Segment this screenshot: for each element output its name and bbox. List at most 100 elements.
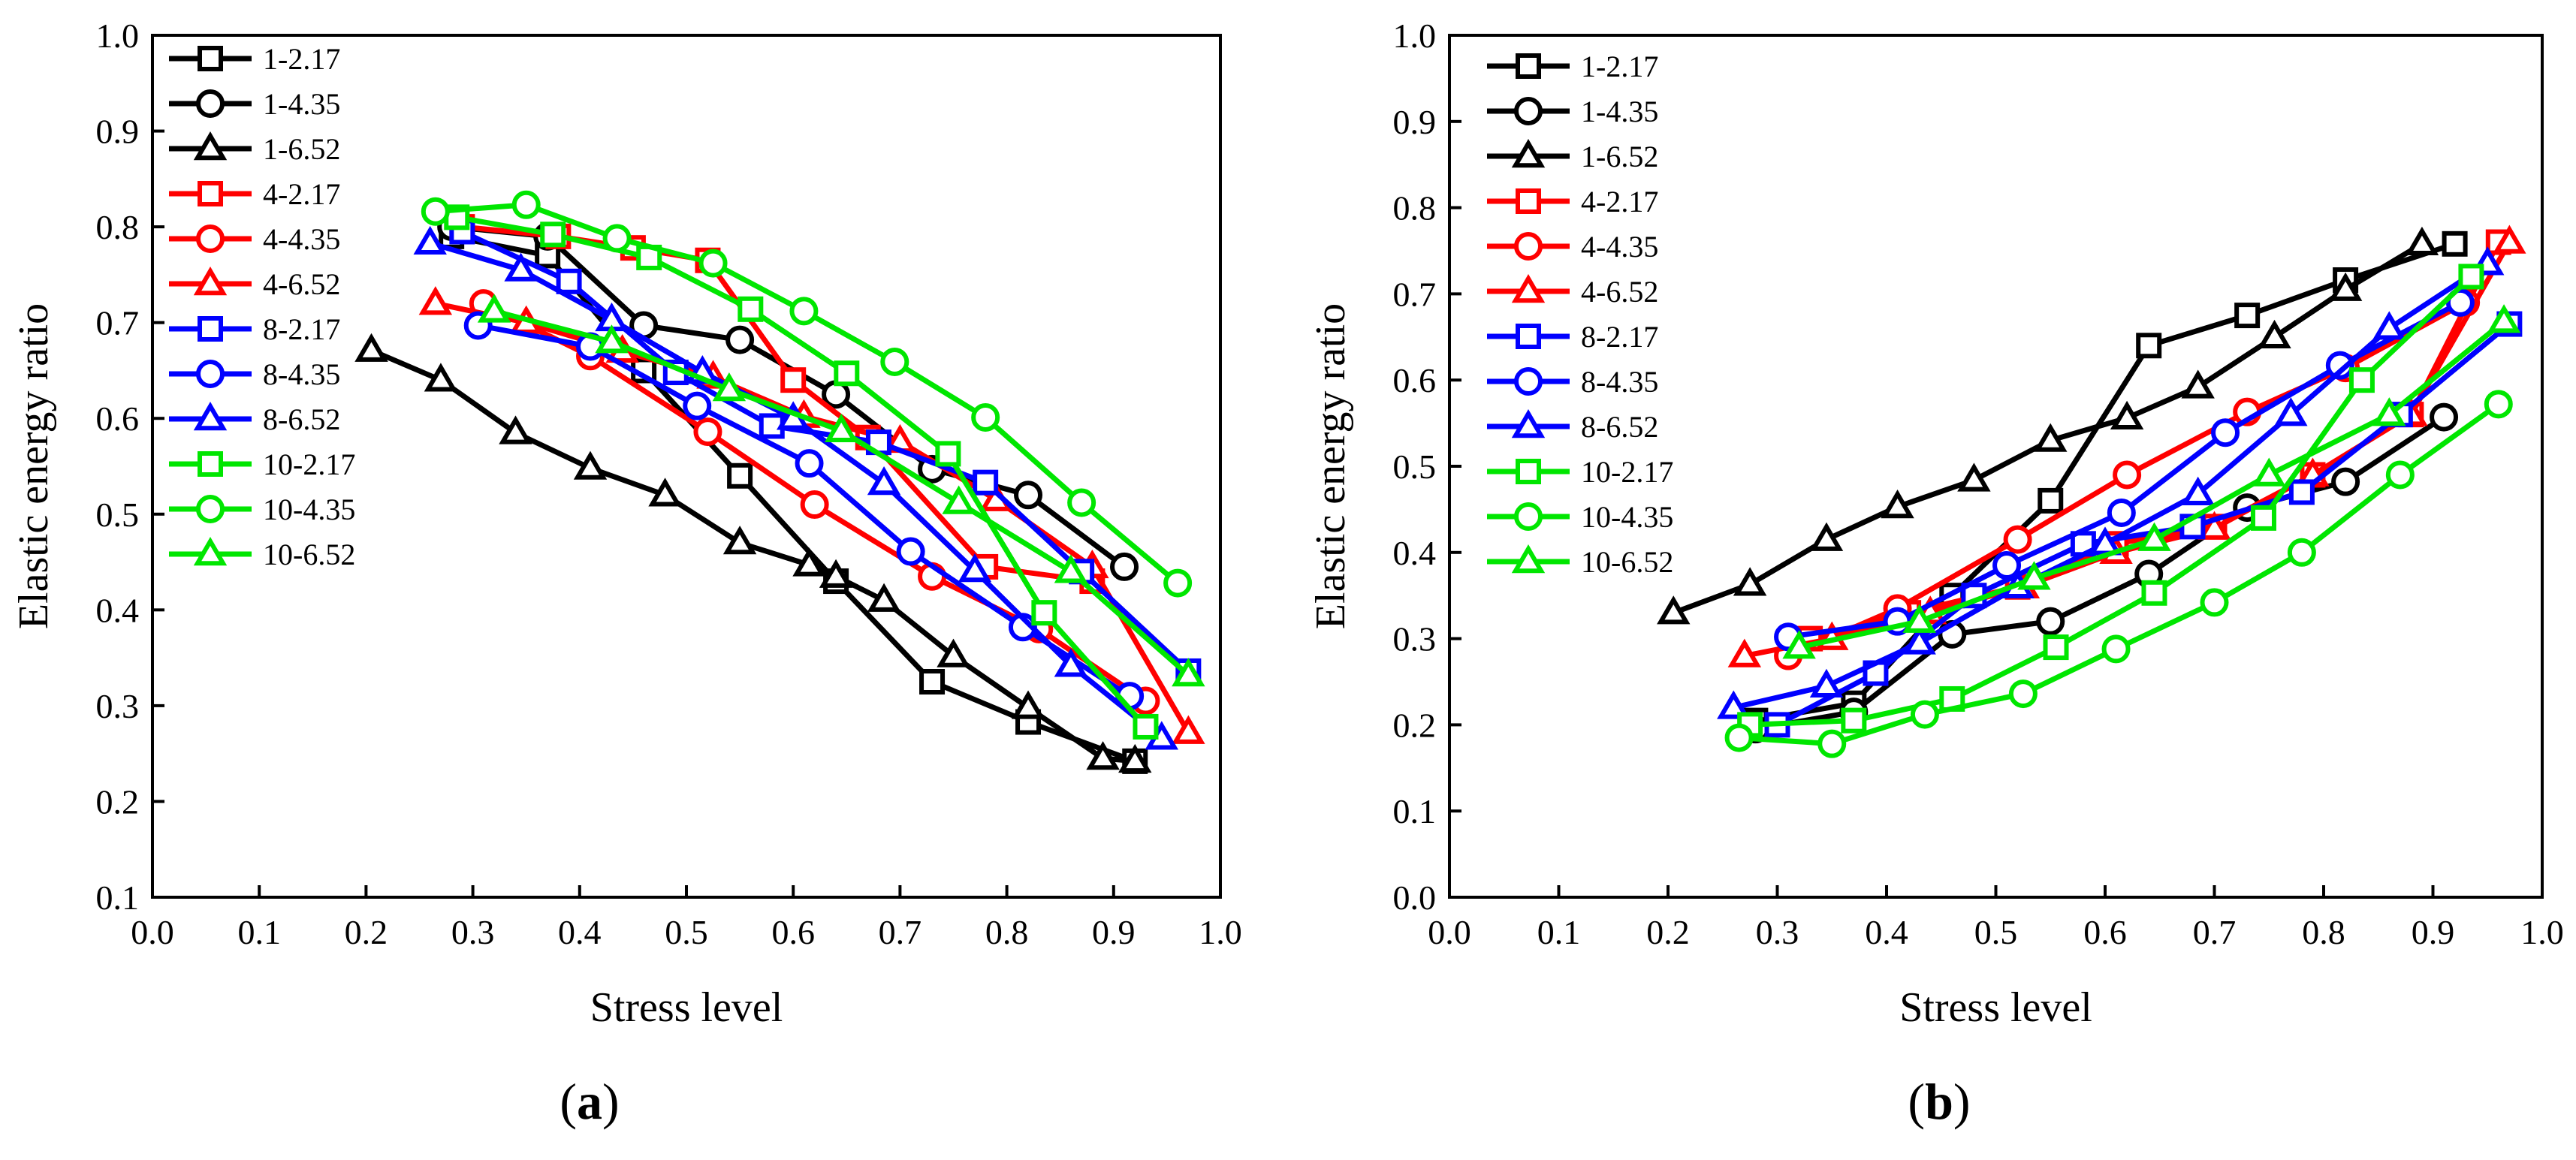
- series-8-6.52: [1717, 246, 2505, 719]
- data-point: [1172, 715, 1205, 744]
- legend-entry: 1-6.52: [1487, 139, 1658, 173]
- data-point: [499, 415, 532, 444]
- legend-label: 1-4.35: [263, 87, 340, 121]
- legend-marker: [198, 451, 223, 477]
- legend-marker: [1516, 188, 1541, 214]
- legend-entry: 10-4.35: [169, 493, 355, 526]
- legend-entry: 1-6.52: [169, 131, 340, 166]
- data-point: [477, 294, 511, 323]
- data-point: [1992, 551, 2022, 580]
- series-1-4.35: [437, 212, 1139, 581]
- data-point: [2034, 423, 2068, 452]
- data-point: [725, 325, 755, 354]
- legend-entry: 8-6.52: [169, 402, 340, 436]
- x-tick-label: 0.9: [2412, 913, 2455, 951]
- panel-letter: a: [577, 1073, 602, 1130]
- x-tick-label: 0.1: [237, 913, 281, 951]
- legend-entry: 4-6.52: [169, 267, 340, 301]
- legend-label: 10-4.35: [1581, 500, 1673, 534]
- y-tick-label: 0.1: [1393, 792, 1437, 830]
- legend-entry: 1-4.35: [169, 87, 340, 121]
- data-point: [1809, 522, 1844, 551]
- legend-label: 8-4.35: [1581, 365, 1658, 399]
- data-point: [2101, 634, 2131, 664]
- data-point: [1118, 743, 1152, 773]
- legend-entry: 10-6.52: [1487, 544, 1673, 579]
- data-point: [722, 526, 757, 555]
- data-point: [942, 485, 976, 514]
- legend-marker: [1511, 274, 1546, 303]
- data-point: [1011, 690, 1045, 719]
- data-point: [1881, 489, 1914, 519]
- series-4-6.52: [1727, 224, 2526, 667]
- data-point: [2458, 264, 2484, 290]
- legend-marker: [196, 360, 225, 388]
- series-10-4.35: [1724, 390, 2513, 758]
- data-point: [1054, 554, 1088, 583]
- legend-entry: 4-4.35: [169, 222, 340, 256]
- panel-label: (b): [1908, 1073, 1970, 1130]
- x-axis-label: Stress level: [1899, 984, 2092, 1031]
- data-point: [971, 402, 1000, 432]
- data-point: [573, 450, 608, 480]
- legend-marker: [1511, 544, 1546, 574]
- series-line: [451, 224, 1127, 569]
- y-axis-label: Elastic energy ratio: [11, 303, 57, 629]
- legend-entry: 10-4.35: [1487, 500, 1673, 534]
- data-point: [2430, 402, 2459, 432]
- y-tick-label: 0.0: [1393, 878, 1437, 917]
- legend-label: 10-6.52: [1581, 545, 1673, 579]
- legend-entry: 4-2.17: [169, 177, 340, 211]
- data-point: [2043, 634, 2069, 661]
- y-tick-label: 0.4: [96, 591, 140, 629]
- y-tick-label: 0.8: [1393, 189, 1437, 227]
- data-point: [919, 669, 946, 694]
- data-point: [1809, 668, 1844, 698]
- data-point: [2252, 457, 2286, 487]
- legend-entry: 1-2.17: [1487, 50, 1658, 83]
- x-tick-label: 0.9: [1092, 913, 1136, 951]
- y-tick-label: 0.9: [96, 113, 140, 151]
- legend-label: 1-2.17: [263, 42, 340, 76]
- data-point: [880, 347, 909, 376]
- legend-label: 10-6.52: [263, 538, 355, 571]
- data-point: [2008, 679, 2038, 709]
- panel-paren-close: ): [602, 1073, 620, 1130]
- series-line: [1749, 274, 2473, 728]
- legend-marker: [193, 537, 228, 566]
- legend-marker: [1516, 324, 1541, 349]
- panel-paren-open: (: [1908, 1073, 1925, 1130]
- data-point: [354, 333, 388, 362]
- y-tick-label: 0.6: [1393, 361, 1437, 399]
- data-point: [958, 553, 992, 583]
- data-point: [1717, 690, 1751, 719]
- data-point: [738, 296, 764, 322]
- data-point: [2197, 511, 2231, 540]
- data-point: [2137, 522, 2171, 551]
- x-tick-label: 0.8: [2302, 913, 2345, 951]
- legend-marker: [198, 181, 223, 206]
- legend-label: 8-2.17: [1581, 320, 1658, 354]
- legend-entry: 8-6.52: [1487, 409, 1658, 444]
- series-1-6.52: [1657, 226, 2439, 625]
- panel-letter: b: [1925, 1073, 1953, 1130]
- data-point: [935, 441, 961, 467]
- legend-entry: 1-2.17: [169, 42, 340, 76]
- series-10-4.35: [421, 190, 1193, 598]
- y-tick-label: 0.2: [96, 782, 140, 821]
- data-point: [2328, 272, 2363, 301]
- legend-marker: [193, 131, 228, 161]
- panel-paren-close: ): [1953, 1073, 1971, 1130]
- data-point: [1067, 488, 1096, 517]
- data-point: [937, 638, 970, 667]
- legend-entry: 10-2.17: [1487, 455, 1673, 489]
- legend-entry: 8-4.35: [1487, 365, 1658, 399]
- series-10-2.17: [1737, 264, 2484, 738]
- data-point: [834, 360, 860, 387]
- x-tick-label: 0.4: [1865, 913, 1908, 951]
- legend-marker: [198, 46, 223, 71]
- data-point: [2234, 303, 2261, 329]
- legend-entry: 10-6.52: [169, 537, 355, 571]
- data-point: [683, 391, 712, 420]
- x-tick-label: 0.2: [1646, 913, 1690, 951]
